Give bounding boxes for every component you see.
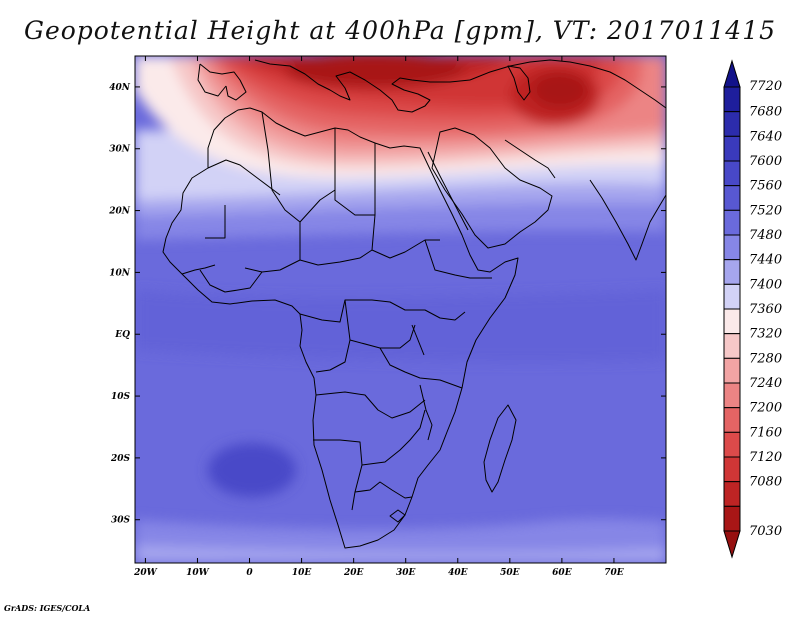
colorbar-swatch <box>723 505 741 532</box>
colorbar-label: 7720 <box>749 79 782 94</box>
lon-tick-label: 30E <box>396 568 416 578</box>
coastlines <box>162 59 666 549</box>
colorbar-swatch <box>723 234 741 261</box>
colorbar-swatch <box>723 259 741 285</box>
colorbar: 7720 7680 7640 7600 7560 7520 7480 7440 7400 7360… <box>723 59 782 559</box>
lat-tick-label: 30S <box>111 516 131 526</box>
longitude-axis: 20W 10W 0 10E 20E 30E 40E 50E 60E 70E <box>133 56 624 578</box>
colorbar-swatch <box>723 283 741 310</box>
colorbar-swatch <box>723 456 741 483</box>
colorbar-swatch <box>723 333 741 359</box>
colorbar-swatch <box>723 86 741 113</box>
map-frame <box>134 55 667 564</box>
colorbar-swatch <box>723 209 741 236</box>
map-title: Geopotential Height at 400hPa [gpm], VT:… <box>23 16 777 45</box>
colorbar-swatch <box>723 185 741 211</box>
colorbar-swatch <box>723 111 741 137</box>
colorbar-label: 7480 <box>749 228 782 243</box>
colorbar-label: 7520 <box>749 203 782 218</box>
lon-tick-label: 10W <box>186 568 210 578</box>
colorbar-swatch <box>723 308 741 335</box>
lon-tick-label: 10E <box>292 568 312 578</box>
colorbar-bottom-arrow <box>723 530 741 559</box>
lon-tick-label: 40E <box>448 568 468 578</box>
colorbar-label: 7560 <box>749 179 782 194</box>
colorbar-label: 7030 <box>749 524 782 539</box>
colorbar-swatch <box>723 160 741 187</box>
lon-tick-label: 60E <box>552 568 572 578</box>
colorbar-label: 7360 <box>749 302 782 317</box>
lon-tick-label: 50E <box>500 568 520 578</box>
latitude-axis: 40N 30N 20N 10N EQ 10S 20S 30S <box>108 83 666 526</box>
lat-tick-label: 30N <box>109 145 131 155</box>
lon-tick-label: 20W <box>133 568 158 578</box>
colorbar-label: 7080 <box>749 475 782 490</box>
colorbar-label: 7200 <box>749 401 782 416</box>
lat-tick-label: 10S <box>111 392 131 402</box>
lat-tick-label: 40N <box>109 83 131 93</box>
colorbar-label: 7240 <box>749 376 782 391</box>
colorbar-label: 7600 <box>749 154 782 169</box>
lat-tick-label: 20S <box>110 454 131 464</box>
lat-tick-label: EQ <box>114 330 130 340</box>
colorbar-label: 7280 <box>749 351 782 366</box>
colorbar-swatch <box>723 481 741 507</box>
colorbar-label: 7160 <box>749 425 782 440</box>
lon-tick-label: 70E <box>604 568 624 578</box>
colorbar-swatch <box>723 431 741 458</box>
colorbar-label: 7440 <box>749 253 782 268</box>
lon-tick-label: 0 <box>246 568 253 578</box>
colorbar-label: 7120 <box>749 450 782 465</box>
colorbar-swatch <box>723 407 741 433</box>
lat-tick-label: 20N <box>108 207 131 217</box>
footer-credit: GrADS: IGES/COLA <box>4 603 91 613</box>
colorbar-swatch <box>723 382 741 409</box>
height-field <box>135 56 666 563</box>
lat-tick-label: 10N <box>109 268 131 278</box>
colorbar-label: 7680 <box>749 105 782 120</box>
colorbar-label: 7640 <box>749 129 782 144</box>
colorbar-label: 7400 <box>749 277 782 292</box>
colorbar-label: 7320 <box>749 327 782 342</box>
colorbar-swatch <box>723 135 741 162</box>
lon-tick-label: 20E <box>343 568 364 578</box>
colorbar-top-arrow <box>723 59 741 88</box>
colorbar-swatch <box>723 357 741 384</box>
